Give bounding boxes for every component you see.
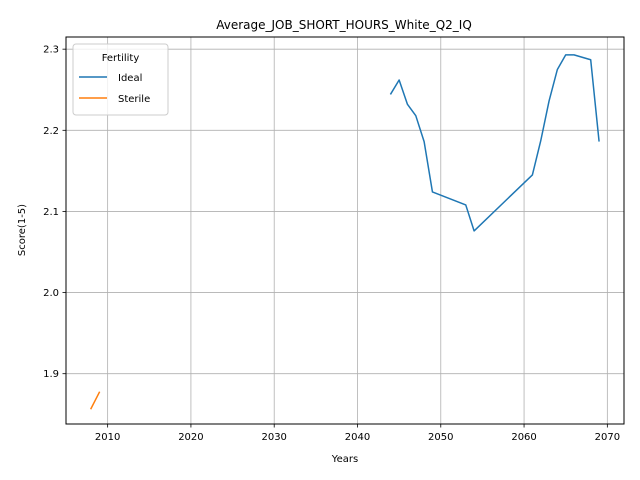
legend-label-sterile: Sterile [118, 94, 150, 105]
chart-title: Average_JOB_SHORT_HOURS_White_Q2_IQ [216, 18, 472, 32]
x-tick-label: 2020 [178, 432, 203, 443]
series-line-ideal [389, 54, 600, 232]
x-tick-label: 2010 [95, 432, 120, 443]
legend-label-ideal: Ideal [118, 73, 142, 84]
x-axis-label: Years [331, 454, 358, 465]
y-tick-label: 2.1 [43, 207, 59, 218]
y-tick-label: 2.0 [43, 288, 59, 299]
series-line-sterile [89, 391, 101, 410]
x-tick-label: 2050 [428, 432, 453, 443]
plot-area-frame [65, 36, 625, 425]
y-tick-label: 2.2 [43, 126, 59, 137]
grid [66, 37, 624, 424]
x-tick-label: 2040 [345, 432, 370, 443]
y-tick-label: 2.3 [43, 45, 59, 56]
x-tick-label: 2060 [511, 432, 536, 443]
y-axis-label: Score(1-5) [17, 204, 28, 256]
x-tick-label: 2070 [595, 432, 620, 443]
y-tick-label: 1.9 [43, 369, 59, 380]
x-tick-label: 2030 [261, 432, 286, 443]
series-lines [89, 54, 600, 410]
legend: Fertility Ideal Sterile [72, 43, 169, 116]
axis-ticks: 2010 2020 2030 2040 2050 2060 2070 1.9 2.0 2.1 2.2… [43, 45, 620, 443]
legend-title: Fertility [102, 53, 140, 64]
